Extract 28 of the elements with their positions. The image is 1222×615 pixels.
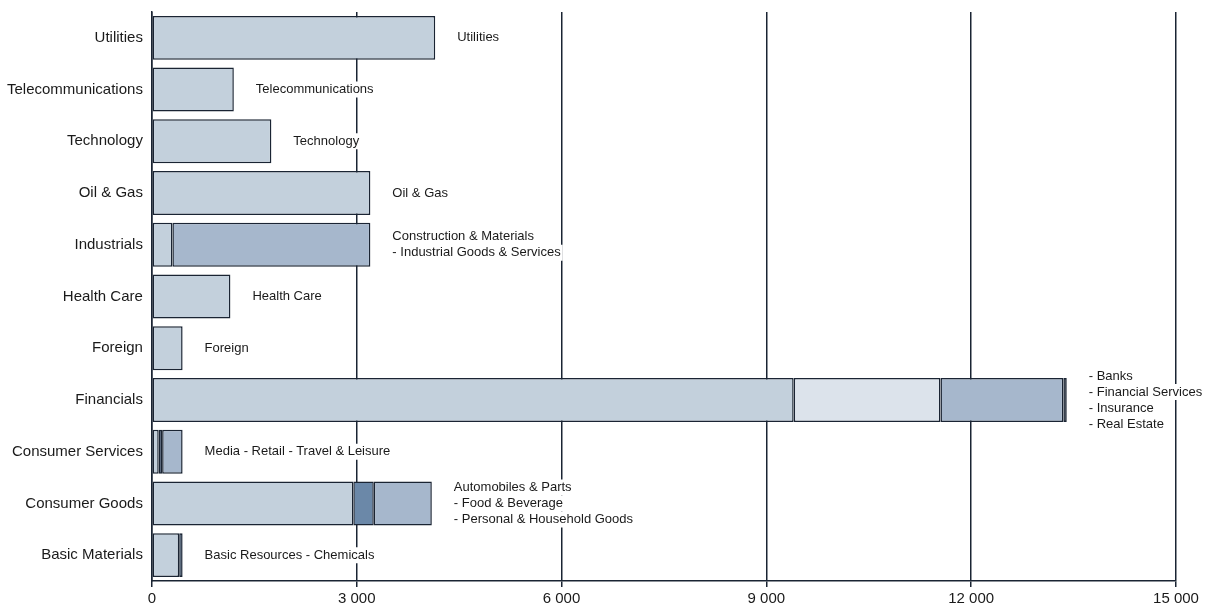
y-tick-label: Consumer Goods: [25, 493, 143, 511]
y-tick-label: Basic Materials: [41, 545, 143, 563]
annotation: Health Care: [252, 288, 322, 304]
annotation: Telecommunications: [255, 81, 375, 97]
x-tick-label: 6 000: [542, 589, 581, 607]
x-tick-label: 12 000: [948, 589, 995, 607]
y-tick-label: Industrials: [74, 234, 143, 252]
annotation: Media - Retail - Travel & Leisure: [204, 443, 391, 459]
y-tick-label: Financials: [75, 390, 143, 408]
x-tick-label: 9 000: [747, 589, 786, 607]
y-tick-label: Consumer Services: [12, 441, 143, 459]
annotation: Basic Resources - Chemicals: [204, 546, 375, 562]
y-tick-label: Oil & Gas: [78, 183, 143, 201]
x-tick-label: 0: [147, 589, 157, 607]
annotation: - Banks - Financial Services - Insurance - Real Estate: [1088, 367, 1203, 431]
annotation: Oil & Gas: [392, 184, 449, 200]
annotation: Technology: [293, 132, 360, 148]
y-tick-label: Foreign: [92, 338, 143, 356]
y-tick-label: Technology: [67, 131, 144, 149]
x-tick-label: 3 000: [337, 589, 376, 607]
annotation: Construction & Materials - Industrial Goods & Services: [392, 228, 562, 260]
y-tick-label: Health Care: [62, 286, 143, 304]
x-tick-label: 15 000: [1153, 589, 1199, 607]
annotation: Utilities: [457, 29, 500, 45]
y-tick-label: Utilities: [94, 28, 143, 45]
annotation: Foreign: [204, 339, 249, 355]
annotation: Automobiles & Parts - Food & Beverage - Personal & Household Goods: [453, 478, 634, 526]
y-tick-label: Telecommunications: [6, 79, 143, 97]
